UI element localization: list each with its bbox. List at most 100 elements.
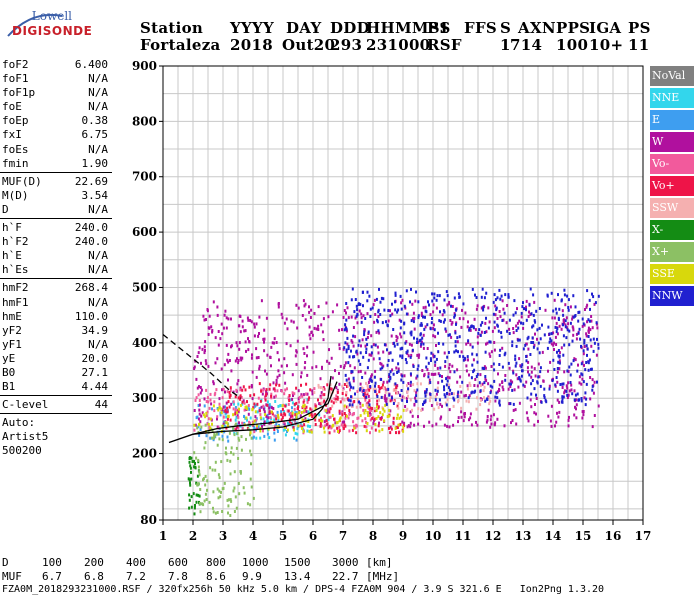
echo-mark (416, 374, 419, 378)
echo-mark (308, 305, 310, 309)
echo-mark (300, 393, 303, 397)
echo-mark (188, 493, 191, 497)
echo-mark (424, 309, 427, 313)
echo-mark (387, 414, 390, 418)
header-label: PPS (556, 19, 591, 37)
echo-mark (371, 306, 374, 310)
param-value: 0.38 (81, 114, 109, 128)
echo-mark (253, 419, 256, 423)
echo-mark (375, 417, 378, 420)
echo-mark (478, 328, 481, 332)
echo-mark (382, 350, 385, 354)
echo-mark (566, 369, 569, 373)
echo-mark (471, 287, 474, 291)
echo-mark (368, 399, 371, 403)
echo-mark (317, 383, 320, 387)
echo-mark (575, 398, 578, 402)
echo-mark (572, 315, 575, 319)
echo-mark (262, 429, 264, 433)
echo-mark (558, 359, 561, 363)
echo-mark (365, 393, 367, 397)
echo-mark (496, 390, 499, 394)
echo-mark (515, 422, 518, 426)
echo-mark (591, 326, 594, 330)
echo-mark (380, 395, 383, 399)
echo-mark (389, 377, 392, 381)
header-label: PS (628, 19, 651, 37)
echo-mark (508, 318, 511, 322)
echo-mark (193, 506, 196, 510)
echo-mark (469, 416, 472, 420)
echo-mark (381, 321, 384, 325)
echo-mark (264, 369, 266, 373)
echo-mark (362, 387, 365, 391)
echo-mark (413, 389, 416, 393)
echo-mark (238, 347, 241, 351)
echo-mark (520, 315, 523, 319)
echo-mark (214, 460, 217, 464)
echo-mark (221, 434, 224, 438)
echo-mark (420, 311, 423, 315)
echo-mark (377, 424, 380, 428)
param-value: N/A (88, 72, 108, 86)
muf-value: 8.6 (206, 570, 226, 583)
param-row: foEp 0.38 (0, 114, 112, 128)
echo-mark (566, 393, 569, 397)
echo-mark (485, 330, 488, 334)
echo-mark (343, 412, 346, 415)
echo-mark (348, 403, 351, 407)
echo-mark (258, 382, 261, 386)
param-row: hmF1 N/A (0, 296, 112, 310)
echo-mark (249, 416, 252, 420)
echo-mark (345, 378, 348, 382)
echo-mark (504, 378, 507, 382)
echo-mark (243, 401, 246, 405)
echo-mark (193, 459, 196, 463)
echo-mark (483, 385, 486, 389)
echo-mark (308, 396, 311, 400)
echo-mark (397, 402, 400, 405)
echo-mark (515, 373, 518, 377)
echo-mark (229, 459, 232, 463)
echo-mark (285, 342, 288, 346)
echo-mark (584, 403, 587, 407)
echo-mark (267, 416, 270, 420)
echo-mark (420, 322, 423, 326)
echo-mark (360, 344, 362, 348)
echo-mark (473, 317, 476, 321)
echo-mark (311, 392, 314, 396)
echo-mark (555, 343, 558, 346)
echo-mark (401, 420, 404, 424)
echo-mark (328, 361, 331, 365)
echo-mark (277, 302, 280, 305)
echo-mark (368, 414, 371, 418)
echo-mark (512, 402, 515, 406)
echo-mark (276, 430, 279, 433)
echo-mark (345, 329, 348, 333)
echo-mark (206, 422, 209, 426)
echo-mark (454, 344, 457, 348)
echo-mark (241, 402, 244, 406)
echo-mark (485, 316, 487, 320)
echo-mark (205, 388, 208, 392)
echo-mark (372, 357, 375, 361)
echo-mark (358, 400, 360, 404)
echo-mark (436, 386, 439, 390)
echo-mark (213, 400, 216, 404)
header-label: DAY (286, 19, 322, 37)
echo-mark (534, 403, 536, 406)
echo-mark (336, 391, 339, 394)
echo-mark (378, 398, 380, 402)
echo-mark (476, 341, 479, 345)
echo-mark (457, 420, 459, 424)
echo-mark (558, 354, 561, 358)
echo-mark (304, 361, 307, 364)
echo-mark (225, 401, 228, 405)
echo-mark (462, 317, 465, 321)
echo-mark (362, 314, 365, 318)
echo-mark (399, 347, 402, 351)
echo-mark (207, 333, 210, 336)
echo-mark (276, 375, 279, 379)
echo-mark (432, 310, 435, 314)
echo-mark (553, 348, 555, 351)
